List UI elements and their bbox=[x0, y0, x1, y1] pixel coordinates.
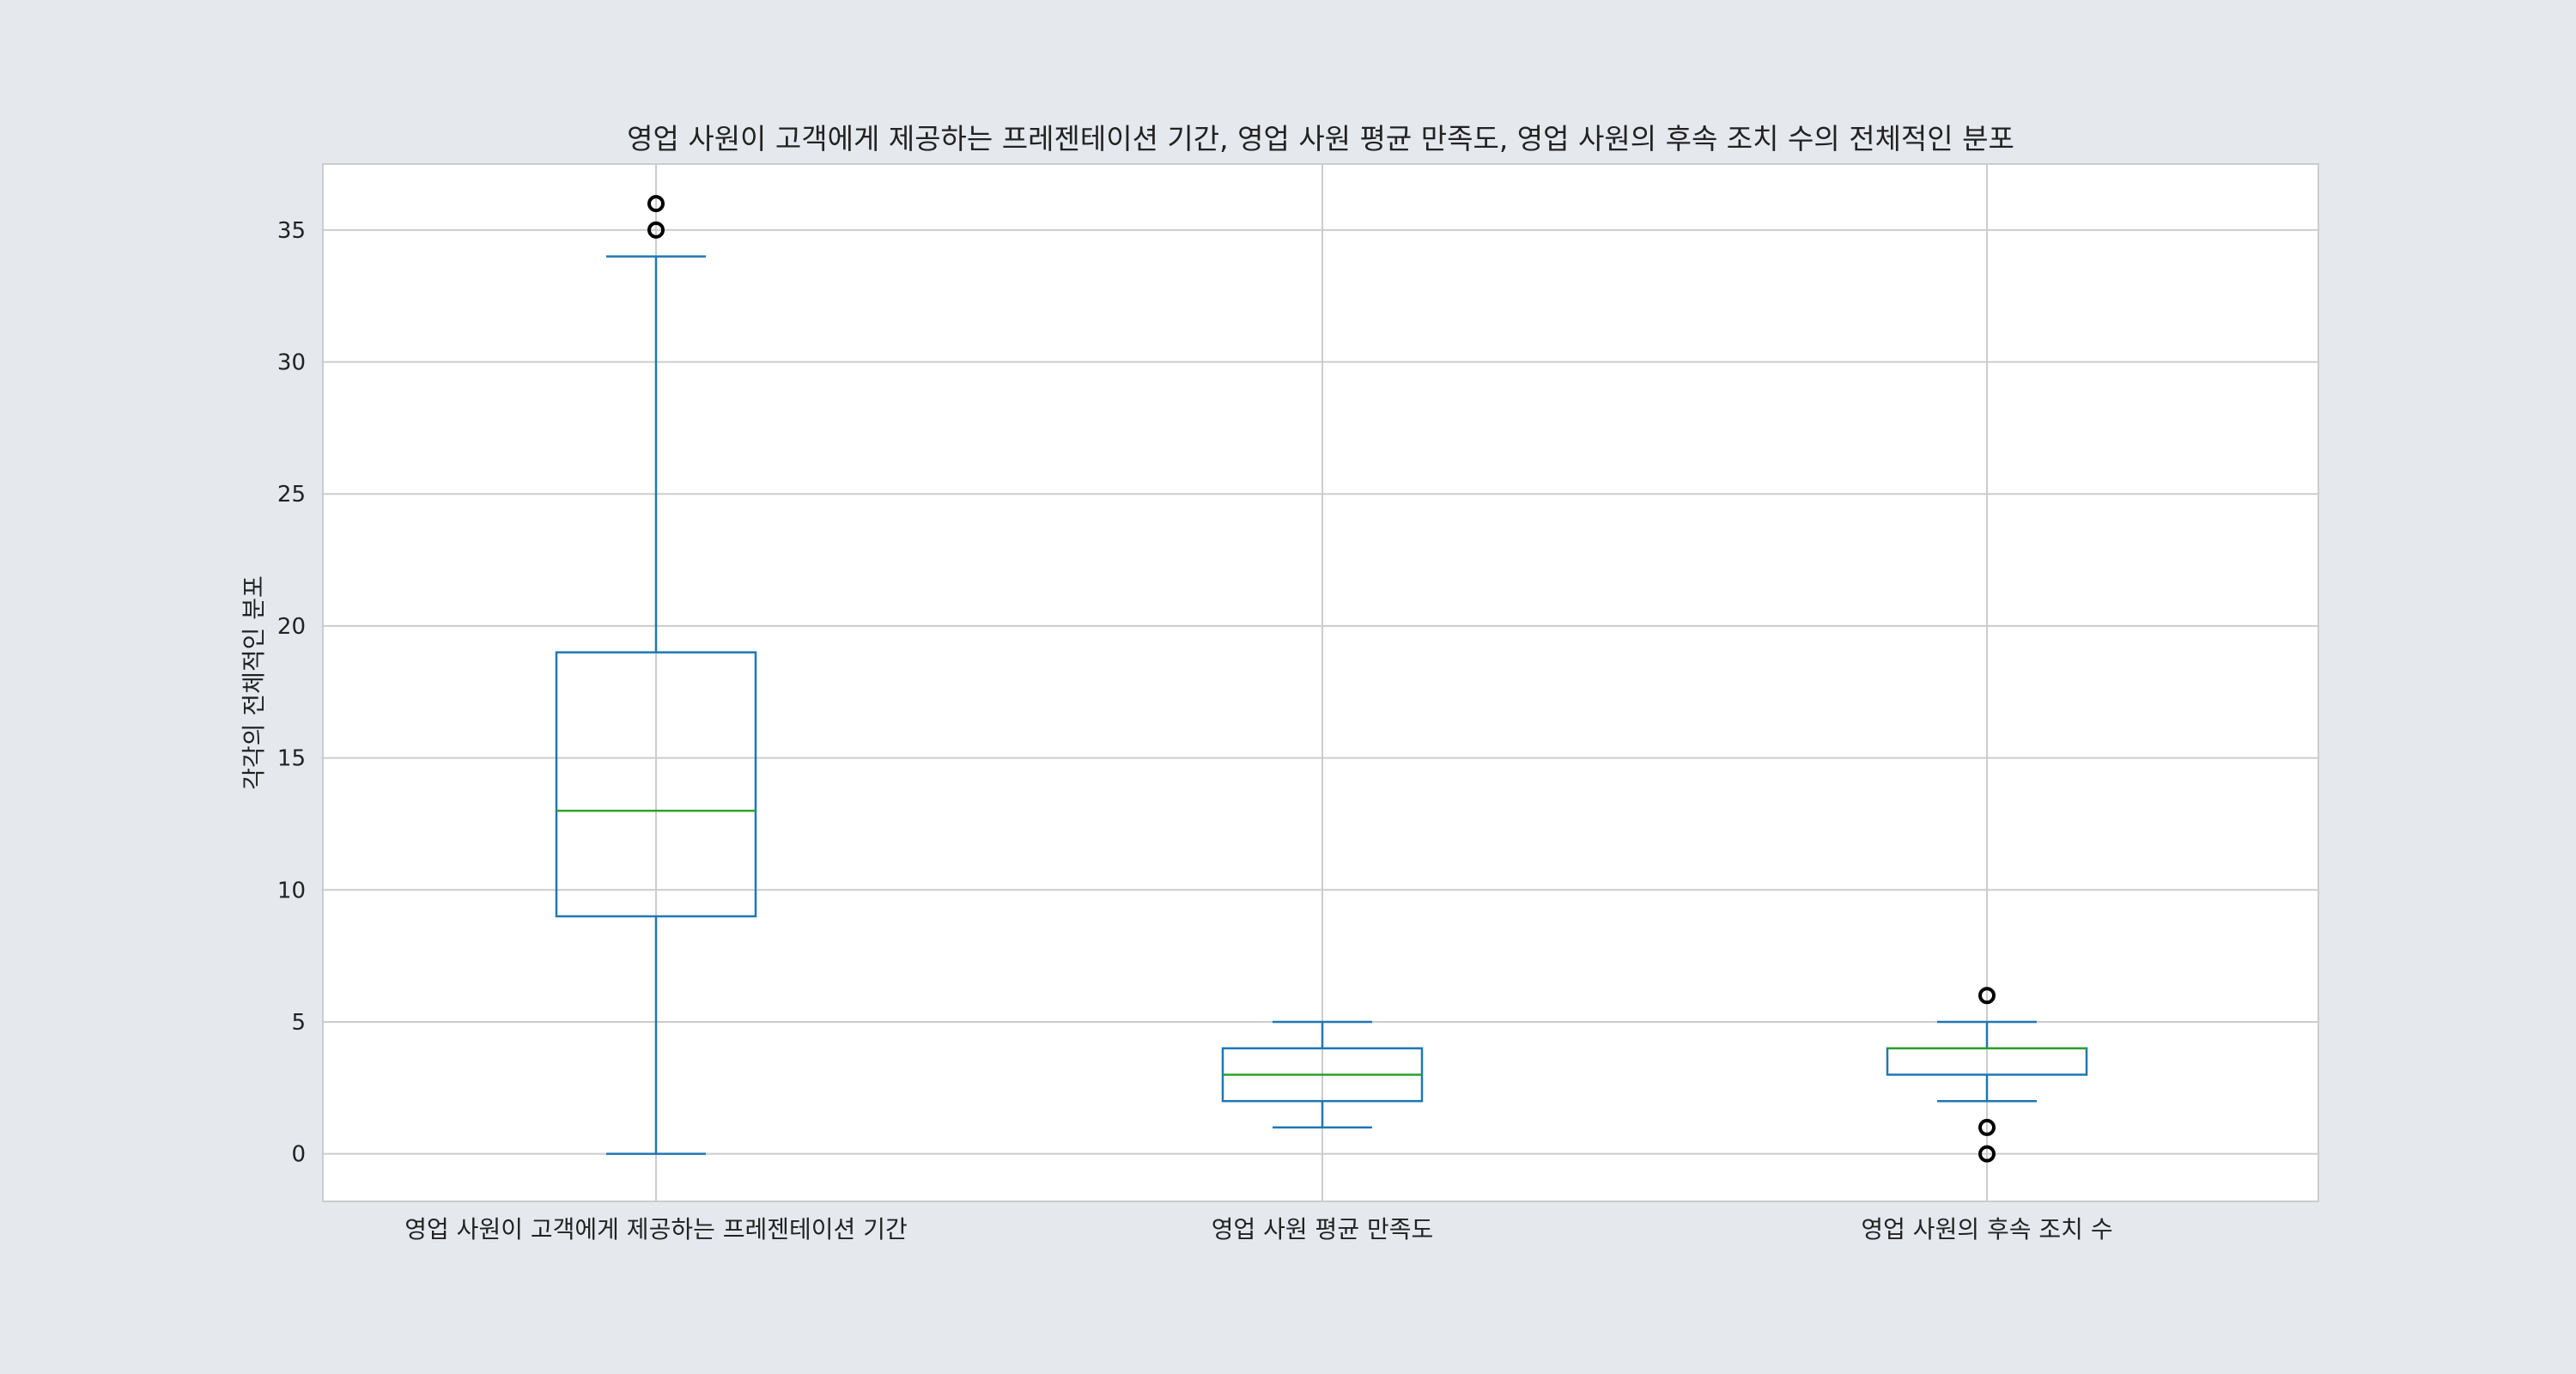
y-axis-label: 각각의 전체적인 분포 bbox=[240, 575, 268, 790]
x-category-label: 영업 사원 평균 만족도 bbox=[1212, 1215, 1434, 1243]
y-tick-label: 10 bbox=[277, 878, 306, 903]
plot-area bbox=[323, 164, 2318, 1201]
outlier-point bbox=[1978, 987, 1996, 1005]
plot-frame bbox=[322, 163, 2319, 1202]
y-tick-label: 5 bbox=[291, 1010, 306, 1036]
outlier-point bbox=[647, 221, 665, 239]
box-1 bbox=[555, 195, 757, 1155]
outlier-point bbox=[1978, 1145, 1996, 1163]
y-tick-label: 0 bbox=[291, 1142, 306, 1168]
outlier-point bbox=[1978, 1118, 1996, 1136]
x-category-label: 영업 사원이 고객에게 제공하는 프레젠테이션 기간 bbox=[404, 1215, 907, 1243]
y-tick-label: 20 bbox=[277, 614, 306, 640]
iqr-box bbox=[555, 651, 757, 918]
outlier-point bbox=[647, 195, 665, 213]
y-tick-label: 30 bbox=[277, 350, 306, 376]
y-tick-label: 15 bbox=[277, 746, 306, 772]
y-axis-ticks: 0 5 10 15 20 25 30 35 bbox=[277, 218, 306, 1168]
x-category-label: 영업 사원의 후속 조치 수 bbox=[1861, 1215, 2112, 1243]
box-3 bbox=[1886, 987, 2088, 1163]
box-series bbox=[555, 195, 2088, 1163]
box-2 bbox=[1221, 1020, 1424, 1129]
y-tick-label: 25 bbox=[277, 482, 306, 508]
chart-title: 영업 사원이 고객에게 제공하는 프레젠테이션 기간, 영업 사원 평균 만족도… bbox=[627, 122, 2014, 155]
y-tick-label: 35 bbox=[277, 218, 306, 244]
x-axis-categories: 영업 사원이 고객에게 제공하는 프레젠테이션 기간 영업 사원 평균 만족도 영업… bbox=[404, 1215, 2112, 1243]
